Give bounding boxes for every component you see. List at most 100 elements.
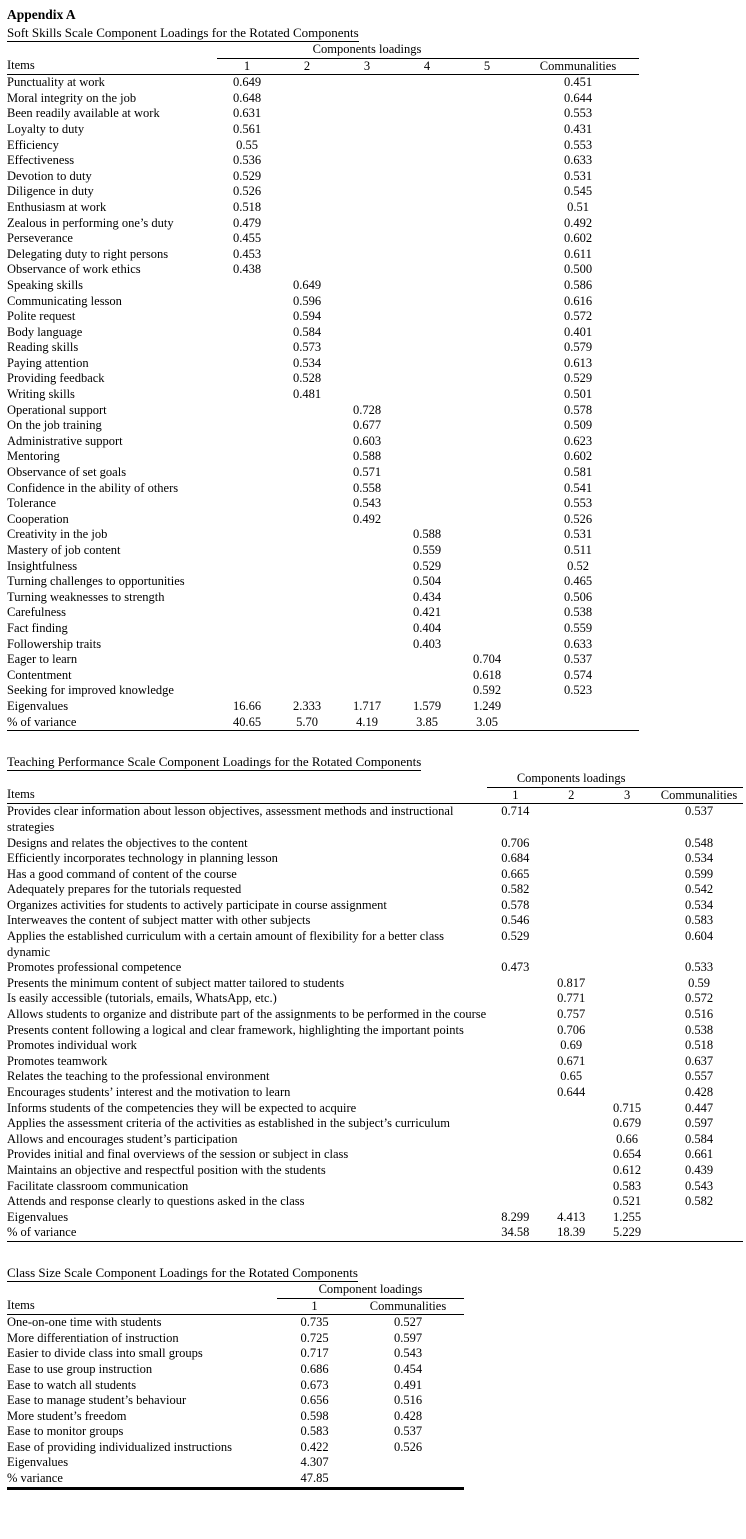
value-cell: 0.537 [684, 804, 714, 819]
value-cell: 0.586 [563, 277, 593, 292]
item-label: Maintains an objective and respectful po… [7, 1162, 326, 1177]
value-cell: 0.588 [352, 449, 382, 464]
value-cell [277, 590, 337, 606]
value-cell [543, 1163, 599, 1179]
value-cell: 0.596 [292, 293, 322, 308]
table-row: % of variance 40.65 5.70 4.19 3.85 3.05 [7, 714, 639, 732]
value-cell [337, 75, 397, 91]
value-cell: 0.679 [613, 1116, 642, 1131]
value-cell: 0.538 [563, 605, 593, 620]
item-label: Moral integrity on the job [7, 90, 137, 105]
value-cell: 0.757 [557, 1007, 586, 1022]
value-cell: 0.553 [563, 137, 593, 152]
item-label: Applies the assessment criteria of the a… [7, 1116, 450, 1131]
value-cell [543, 1194, 599, 1210]
value-cell: 0.553 [563, 496, 593, 511]
value-cell: 0.581 [563, 465, 593, 480]
value-cell [457, 309, 517, 325]
value-cell: 0.599 [684, 866, 714, 881]
table-row: Has a good command of content of the cou… [7, 867, 743, 883]
value-cell: 0.500 [563, 262, 593, 277]
value-cell: 0.543 [352, 496, 382, 511]
value-cell [457, 200, 517, 216]
value-cell [397, 418, 457, 434]
value-cell [397, 465, 457, 481]
value-cell [457, 590, 517, 606]
table-row: Carefulness 0.421 0.538 [7, 605, 639, 621]
value-cell [277, 184, 337, 200]
value-cell [217, 527, 277, 543]
value-cell [397, 75, 457, 91]
value-cell: 0.518 [684, 1038, 714, 1053]
table-row: Encourages students’ interest and the mo… [7, 1085, 743, 1101]
item-label: Speaking skills [7, 277, 84, 292]
value-cell: 0.557 [684, 1069, 714, 1084]
table-title: Class Size Scale Component Loadings for … [7, 1264, 358, 1282]
item-label: More student’s freedom [7, 1408, 127, 1423]
item-label: Insightfulness [7, 558, 78, 573]
value-cell [352, 1455, 464, 1471]
item-label: Loyalty to duty [7, 121, 85, 136]
value-cell [487, 991, 543, 1007]
value-cell [457, 543, 517, 559]
value-cell: 47.85 [277, 1471, 352, 1490]
value-cell [337, 668, 397, 684]
value-cell: 0.584 [684, 1131, 714, 1146]
value-cell: 0.537 [563, 652, 593, 667]
value-cell [599, 976, 655, 992]
column-header: 3 [337, 58, 397, 76]
value-cell [457, 387, 517, 403]
item-label: Delegating duty to right persons [7, 246, 169, 261]
item-label: Diligence in duty [7, 184, 94, 199]
table-row: Promotes individual work 0.69 0.518 [7, 1038, 743, 1054]
table-row: Ease to monitor groups 0.583 0.537 [7, 1424, 464, 1440]
value-cell [277, 637, 337, 653]
value-cell: 0.633 [563, 636, 593, 651]
item-label: Fact finding [7, 620, 68, 635]
value-cell: 0.526 [232, 184, 262, 199]
value-cell: 0.528 [292, 371, 322, 386]
value-cell [217, 652, 277, 668]
value-cell [487, 1163, 543, 1179]
value-cell [543, 898, 599, 914]
value-cell: 0.529 [563, 371, 593, 386]
value-cell [397, 652, 457, 668]
group-header-label: Component loadings [277, 1281, 464, 1299]
item-label: Adequately prepares for the tutorials re… [7, 882, 242, 897]
value-cell [217, 465, 277, 481]
value-cell [457, 216, 517, 232]
value-cell [543, 1132, 599, 1148]
value-cell [217, 434, 277, 450]
value-cell: 0.602 [563, 449, 593, 464]
value-cell [599, 1007, 655, 1023]
value-cell: 0.473 [501, 960, 530, 975]
column-header: Communalities [655, 787, 743, 805]
value-cell [457, 106, 517, 122]
group-header-row: Components loadings [7, 42, 639, 59]
group-header-spacer [7, 42, 217, 58]
table-row: Mastery of job content 0.559 0.511 [7, 543, 639, 559]
value-cell [543, 851, 599, 867]
value-cell [543, 1116, 599, 1132]
value-cell [277, 621, 337, 637]
value-cell [217, 356, 277, 372]
table-row: Followership traits 0.403 0.633 [7, 637, 639, 653]
value-cell: 0.531 [563, 527, 593, 542]
value-cell: 0.559 [412, 543, 442, 557]
value-cell [599, 1023, 655, 1039]
group-header-row: Component loadings [7, 1281, 464, 1299]
value-cell: 0.526 [563, 511, 593, 526]
value-cell [217, 559, 277, 575]
value-cell [217, 340, 277, 356]
value-cell: 0.613 [563, 355, 593, 370]
value-cell: 0.492 [563, 215, 593, 230]
value-cell [457, 138, 517, 154]
item-label: Polite request [7, 309, 76, 324]
value-cell [517, 714, 639, 732]
value-cell: 0.594 [292, 309, 322, 324]
value-cell: 1.717 [352, 698, 382, 713]
value-cell: 0.545 [563, 184, 593, 199]
value-cell [457, 434, 517, 450]
value-cell: 0.403 [412, 636, 442, 651]
value-cell: 0.817 [557, 975, 586, 990]
